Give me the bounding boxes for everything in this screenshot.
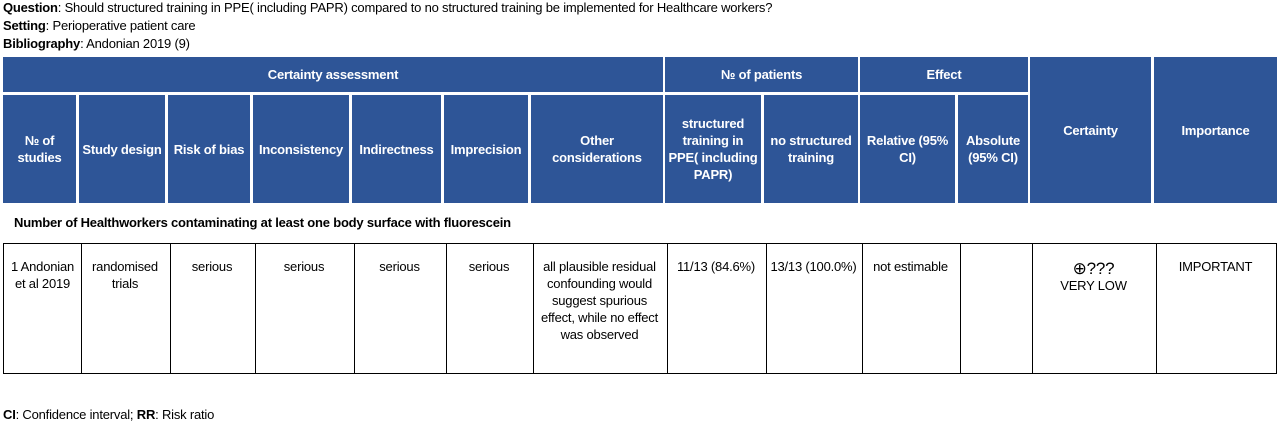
data-cell: 11/13 (84.6%) [666, 244, 767, 373]
column-header: № of studies [3, 95, 76, 203]
column-header: Other considerations [531, 95, 663, 203]
question: Question: Should structured training in … [3, 0, 772, 15]
data-cell: ⊕??? VERY LOW [1031, 244, 1157, 373]
text: : Perioperative patient care [45, 18, 196, 33]
label: Bibliography [3, 36, 81, 51]
label: RR [136, 407, 156, 422]
text: : Confidence interval; [15, 407, 137, 422]
setting: Setting: Perioperative patient care [3, 18, 196, 33]
column-header: Risk of bias [168, 95, 250, 203]
data-cell: 13/13 (100.0%) [765, 244, 863, 373]
data-cell: not estimable [861, 244, 961, 373]
text: : Risk ratio [155, 407, 215, 422]
column-header: Indirectness [352, 95, 441, 203]
group-header: Effect [860, 57, 1028, 92]
data-cell: IMPORTANT [1178, 259, 1253, 274]
label: CI [3, 407, 16, 422]
text: : Should structured training in PPE( inc… [57, 0, 773, 15]
section-label: Number of Healthworkers contaminating at… [14, 215, 511, 230]
bibliography: Bibliography: Andonian 2019 (9) [3, 36, 190, 51]
text: : Andonian 2019 (9) [80, 36, 190, 51]
data-cell: 1 Andonian et al 2019 [4, 244, 82, 373]
data-cell: randomised trials [80, 244, 171, 373]
label: Setting [3, 18, 46, 33]
group-header: № of patients [665, 57, 858, 92]
group-header: Certainty [1030, 57, 1151, 203]
column-header: Absolute (95% CI) [958, 95, 1028, 203]
footer: CI: Confidence interval; RR: Risk ratio [3, 407, 214, 422]
data-cell: serious [169, 244, 256, 373]
column-header: Imprecision [444, 95, 528, 203]
column-header: no structured training [764, 95, 858, 203]
group-header: Certainty assessment [3, 57, 663, 92]
column-header: Inconsistency [253, 95, 349, 203]
data-cell [959, 244, 1033, 373]
column-header: Study design [79, 95, 165, 203]
data-cell: serious [353, 244, 447, 373]
group-header: Importance [1154, 57, 1277, 203]
certainty-label: VERY LOW [1060, 278, 1127, 293]
label: Question [3, 0, 58, 15]
data-row: 1 Andonian et al 2019 randomised trials se… [3, 243, 1277, 374]
column-header: structured training in PPE( including PA… [665, 95, 761, 203]
data-cell: all plausible residual confounding would… [532, 244, 668, 373]
certainty-symbols: ⊕??? [1072, 259, 1115, 278]
data-cell: serious [445, 244, 534, 373]
column-header: Relative (95% CI) [860, 95, 955, 203]
data-cell: serious [254, 244, 355, 373]
